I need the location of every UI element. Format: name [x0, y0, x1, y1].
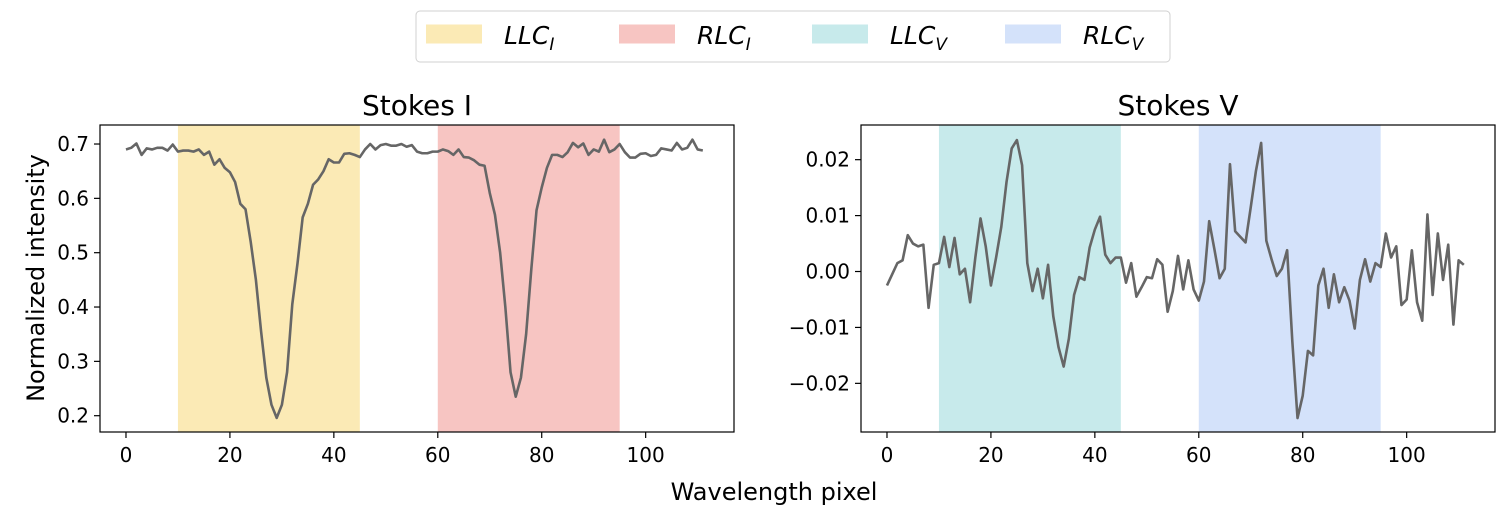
stokes-i-y-tick-label: 0.6	[57, 186, 89, 210]
stokes-i-x-tick-label: 0	[120, 443, 133, 467]
stokes-v-x-tick-label: 0	[881, 443, 894, 467]
stokes-v-panel: Stokes V 0 20 40 60 80 100 −0.02 −0.01 0.00 0.01…	[789, 89, 1496, 467]
stokes-v-y-tick-label: 0.02	[805, 148, 850, 172]
stokes-v-x-tick-label: 60	[1186, 443, 1211, 467]
stokes-v-x-tick-label: 100	[1388, 443, 1426, 467]
stokes-i-x-tick-label: 80	[529, 443, 554, 467]
y-axis-label: Normalized intensity	[22, 154, 50, 402]
x-axis-label: Wavelength pixel	[671, 478, 878, 506]
stokes-i-x-tick-label: 20	[217, 443, 242, 467]
stokes-i-x-tick-label: 60	[425, 443, 450, 467]
stokes-i-panel: Stokes I 0 20 40 60 80 100 0.2 0.3 0.4 0.5 0.6 0.7	[57, 89, 735, 467]
stokes-i-band-rlc-i	[437, 125, 620, 432]
stokes-v-line	[885, 138, 1465, 420]
stokes-v-y-tick-label: −0.02	[789, 371, 850, 395]
stokes-i-y-tick-label: 0.7	[57, 132, 89, 156]
stokes-i-axes-frame	[99, 124, 735, 433]
stokes-i-title: Stokes I	[362, 89, 472, 122]
legend: LLCI RLCI LLCV RLCV	[415, 10, 1171, 63]
stokes-i-line	[125, 138, 704, 420]
stokes-i-x-tick-label: 40	[321, 443, 346, 467]
stokes-i-y-tick-label: 0.3	[57, 349, 89, 373]
stokes-v-x-tick-label: 20	[978, 443, 1003, 467]
stokes-i-y-tick-label: 0.4	[57, 295, 89, 319]
legend-patch-rlc-v	[1005, 24, 1061, 44]
legend-label-rlc-v: RLCV	[1083, 21, 1145, 55]
stokes-v-y-tick-label: −0.01	[789, 315, 850, 339]
stokes-i-y-tick-label: 0.2	[57, 404, 89, 428]
legend-patch-llc-v	[812, 24, 868, 44]
stokes-v-x-tick-label: 40	[1082, 443, 1107, 467]
stokes-i-y-tick-label: 0.5	[57, 241, 89, 265]
stokes-v-axes-frame	[860, 124, 1496, 433]
stokes-i-x-tick-label: 100	[627, 443, 665, 467]
legend-frame	[415, 10, 1171, 63]
stokes-v-x-tick-label: 80	[1290, 443, 1315, 467]
stokes-v-y-tick-label: 0.00	[805, 260, 850, 284]
stokes-i-band-llc-i	[177, 125, 360, 432]
legend-label-llc-i: LLCI	[504, 21, 554, 55]
legend-patch-rlc-i	[619, 24, 675, 44]
stokes-v-y-tick-label: 0.01	[805, 204, 850, 228]
legend-label-rlc-i: RLCI	[697, 21, 751, 55]
legend-label-llc-v: LLCV	[890, 21, 948, 55]
legend-patch-llc-i	[426, 24, 482, 44]
stokes-v-title: Stokes V	[1118, 89, 1239, 122]
